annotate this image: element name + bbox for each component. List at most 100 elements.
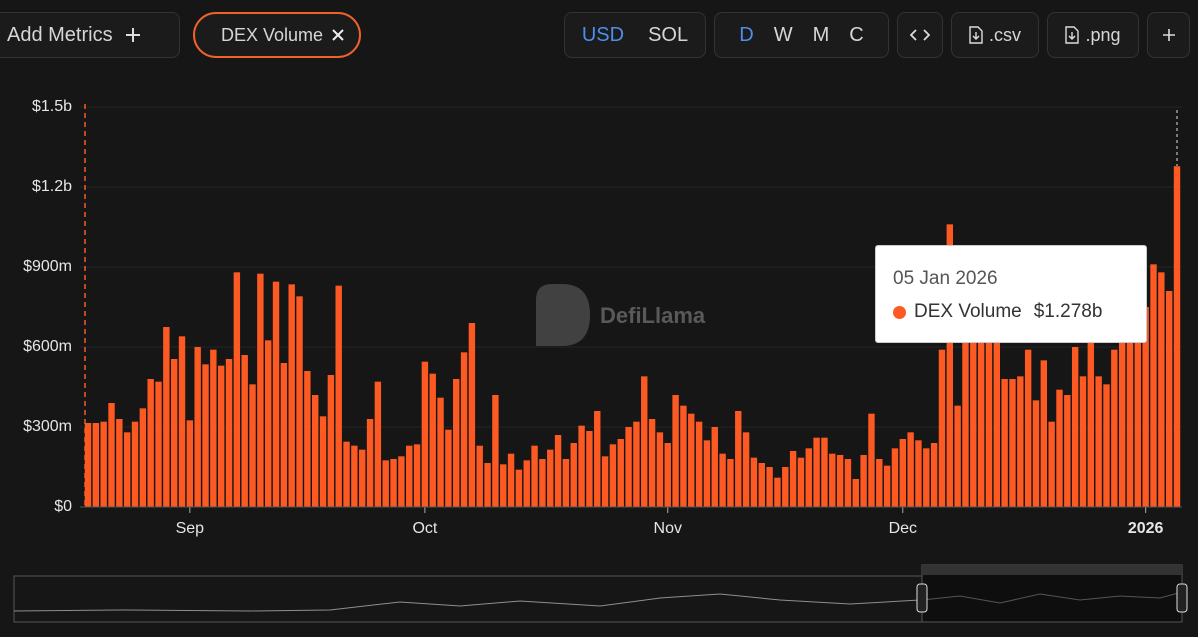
bar (1087, 336, 1095, 507)
bar (319, 416, 327, 507)
bar (492, 395, 499, 507)
bar (617, 439, 624, 507)
bar (304, 371, 311, 507)
metric-chip[interactable]: DEX Volume (193, 12, 361, 58)
bar (829, 453, 836, 507)
currency-button[interactable]: USD (581, 23, 625, 46)
csv-label: .csv (988, 24, 1021, 45)
bar (468, 323, 476, 507)
file-icon (969, 26, 983, 44)
bar (1009, 379, 1016, 507)
bar (288, 284, 295, 507)
period-button[interactable]: D (739, 23, 754, 46)
bar (351, 445, 358, 507)
bar (453, 379, 460, 507)
bar (1024, 349, 1032, 507)
bar (1173, 166, 1181, 507)
bar (703, 440, 711, 507)
csv-button[interactable]: .csv (951, 12, 1039, 58)
bar (123, 432, 131, 507)
y-tick-label: $600m (23, 338, 72, 355)
brush-handle[interactable] (916, 583, 928, 613)
plus-icon (1162, 29, 1175, 41)
bar (656, 432, 664, 507)
bar (695, 421, 703, 507)
bar (758, 463, 765, 507)
bar (954, 405, 961, 507)
bar (225, 359, 233, 507)
y-tick-label: $0 (54, 498, 72, 515)
bar (1017, 376, 1024, 507)
bar (1165, 291, 1173, 507)
bar (1095, 376, 1102, 507)
bar (186, 420, 194, 507)
bar (1126, 320, 1134, 507)
add-metrics-button[interactable]: Add Metrics (0, 12, 180, 58)
png-label: .png (1085, 24, 1121, 45)
bar (523, 460, 530, 507)
bar (789, 451, 797, 507)
bar (1048, 421, 1055, 507)
embed-button[interactable] (897, 12, 943, 58)
bar (178, 336, 186, 507)
bar (993, 333, 1001, 507)
bar (750, 457, 758, 507)
watermark: DefiLlama (536, 284, 706, 346)
period-button[interactable]: M (812, 23, 830, 46)
close-icon[interactable] (331, 28, 345, 42)
bar (116, 419, 123, 507)
bar (460, 352, 468, 507)
bar (1158, 272, 1165, 507)
bar (625, 427, 632, 507)
bar (382, 460, 389, 507)
bar (930, 443, 938, 507)
bar (868, 413, 875, 507)
x-tick-label: Oct (412, 520, 437, 537)
y-tick-label: $300m (23, 418, 72, 435)
brush-handle[interactable] (1176, 583, 1188, 613)
brush-bar[interactable] (922, 565, 1182, 575)
bar (766, 467, 773, 507)
currency-button[interactable]: SOL (648, 23, 689, 46)
png-button[interactable]: .png (1047, 12, 1139, 58)
period-button[interactable]: C (849, 23, 864, 46)
bar (413, 444, 421, 507)
tooltip-value: $1.278b (1033, 301, 1103, 322)
x-tick-label: Dec (889, 520, 917, 537)
bar (296, 296, 303, 507)
bar (406, 445, 413, 507)
bar (264, 340, 272, 507)
add-button[interactable] (1147, 12, 1190, 58)
bar (1118, 339, 1126, 507)
bar (194, 347, 201, 507)
bar (217, 365, 225, 507)
bar (1134, 301, 1142, 507)
period-button[interactable]: W (773, 23, 793, 46)
bar (891, 448, 899, 507)
bar (719, 453, 726, 507)
bar (883, 465, 891, 507)
tooltip: 05 Jan 2026 DEX Volume $1.278b (875, 245, 1147, 343)
bar (484, 463, 491, 507)
bar (1040, 360, 1048, 507)
bar (821, 437, 828, 507)
x-tick-label: Sep (176, 520, 205, 537)
bar (437, 397, 444, 507)
plot: $0 $300m $600m $900m $1.2b $1.5b Sep Oct Nov Dec 2… (23, 98, 1182, 537)
metric-chip-label: DEX Volume (220, 24, 324, 45)
bar (915, 440, 922, 507)
brush[interactable] (13, 564, 1188, 623)
bar (907, 432, 914, 507)
bar (1056, 389, 1063, 507)
bar (210, 349, 217, 507)
bar (962, 325, 969, 507)
bar (147, 379, 154, 507)
tooltip-dot (893, 305, 906, 319)
bar (774, 477, 781, 507)
bar (233, 272, 241, 507)
bar (445, 429, 452, 507)
bar (899, 439, 906, 507)
bar (1079, 376, 1087, 507)
bar (805, 448, 812, 507)
y-tick-label: $1.2b (32, 178, 72, 195)
